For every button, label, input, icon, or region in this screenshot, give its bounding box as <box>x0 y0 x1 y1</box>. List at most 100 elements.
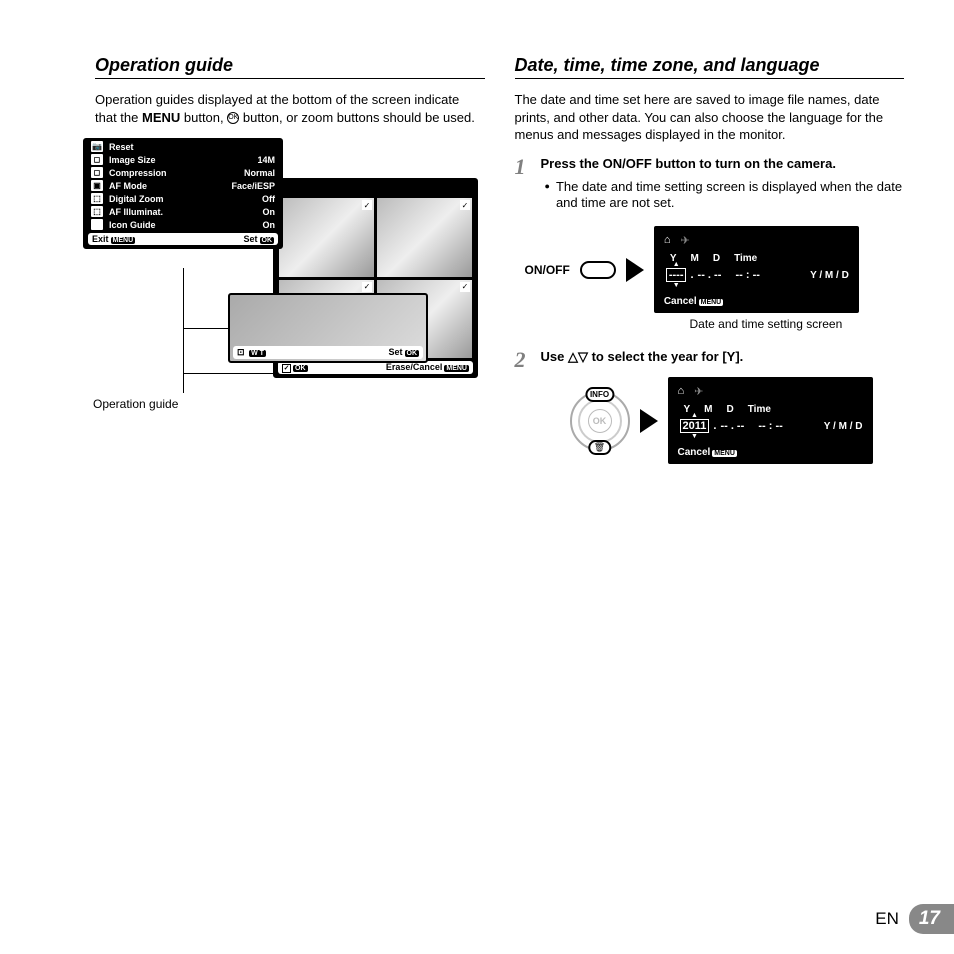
right-heading: Date, time, time zone, and language <box>515 55 905 79</box>
thumb-guide-strip: ✓OK Erase/CancelMENU <box>278 361 473 374</box>
wt-icon: ⊡ <box>237 347 245 357</box>
md-field: -- . -- <box>720 420 744 432</box>
menu-tag: MENU <box>699 299 724 306</box>
menu-row-icon: ▣ <box>91 180 103 191</box>
h: Y <box>684 404 691 415</box>
plane-icon: ✈ <box>694 385 703 398</box>
menu-row-label: Icon Guide <box>109 220 257 230</box>
left-heading: Operation guide <box>95 55 485 79</box>
right-intro: The date and time set here are saved to … <box>515 91 905 144</box>
set-label: Set <box>388 347 402 357</box>
hm-field: -- : -- <box>758 420 782 432</box>
t: The date and time setting screen is disp… <box>556 179 904 213</box>
h: M <box>704 404 712 415</box>
menu-row-value: On <box>263 207 276 217</box>
menu-row-icon: 📷 <box>91 141 103 152</box>
menu-row: ◻ Compression Normal <box>85 166 281 179</box>
page-footer: EN 17 <box>875 904 954 934</box>
menu-tag: MENU <box>111 237 136 244</box>
t: to select the year for [Y]. <box>588 349 743 364</box>
cancel-label: Cancel <box>664 296 697 307</box>
menu-row: ◻Image Size14M <box>85 153 281 166</box>
arrow-right-icon <box>626 258 644 282</box>
step1-illustration: ON/OFF ⌂✈ Y M D Time ▲----▼ . -- . -- --… <box>525 226 905 313</box>
year-field[interactable]: ▲----▼ <box>666 268 687 282</box>
arrows-glyph: △▽ <box>568 349 588 364</box>
menu-row-label: Reset <box>109 142 269 152</box>
menu-tag: MENU <box>712 450 737 457</box>
ok-tag: OK <box>260 237 275 244</box>
h: D <box>713 253 720 264</box>
menu-row-label: Image Size <box>109 155 251 165</box>
single-photo-panel: ⊡ W T SetOK <box>228 293 428 363</box>
menu-row-label: Compression <box>109 168 238 178</box>
ok-inline-icon: OK <box>227 112 239 124</box>
tree-line <box>183 268 184 393</box>
page-number: 17 <box>909 904 954 934</box>
erase-cancel-label: Erase/Cancel <box>386 362 443 372</box>
info-button: INFO <box>585 387 614 402</box>
menu-guide-bar: ExitMENU SetOK <box>88 233 278 245</box>
year-field[interactable]: ▲2011▼ <box>680 419 710 433</box>
menu-row-value: Normal <box>244 168 275 178</box>
hm-field: -- : -- <box>736 269 760 281</box>
menu-row-icon <box>91 219 103 230</box>
left-intro: Operation guides displayed at the bottom… <box>95 91 485 126</box>
home-icon: ⌂ <box>678 385 685 398</box>
menu-tag: MENU <box>444 365 469 372</box>
menu-row-label: AF Mode <box>109 181 225 191</box>
illustration-caption: Operation guide <box>93 397 178 411</box>
thumb <box>377 198 472 277</box>
step2-illustration: OK INFO 🗑 ⌂✈ Y M D Time ▲2011▼ . -- . -- <box>570 377 905 464</box>
settings-menu-panel: 📷Reset◻Image Size14M◻CompressionNormal▣A… <box>83 138 283 249</box>
menu-row-value: On <box>263 220 276 230</box>
step1-title: Press the ON/OFF button to turn on the c… <box>541 156 905 173</box>
t: button to turn on the camera. <box>652 156 836 171</box>
onoff-word: ON/OFF <box>603 156 652 171</box>
tree-line <box>183 328 228 329</box>
step1-caption: Date and time setting screen <box>690 317 905 331</box>
step-number: 2 <box>515 349 533 371</box>
menu-row: ⬚ AF Illuminat. On <box>85 205 281 218</box>
set-label: Set <box>243 234 257 244</box>
menu-row-icon: ◻ <box>91 154 103 165</box>
thumb <box>279 198 374 277</box>
step-1: 1 Press the ON/OFF button to turn on the… <box>515 156 905 221</box>
menu-row-value: Off <box>262 194 275 204</box>
md-field: -- . -- <box>698 269 722 281</box>
step-number: 1 <box>515 156 533 221</box>
intro-post: button, or zoom buttons should be used. <box>239 110 475 125</box>
datetime-screen-2: ⌂✈ Y M D Time ▲2011▼ . -- . -- -- : -- Y… <box>668 377 873 464</box>
camera-menu-illustration: ✓OK Erase/CancelMENU ⊡ W T SetOK 📷Reset◻… <box>83 138 463 428</box>
step-2: 2 Use △▽ to select the year for [Y]. <box>515 349 905 371</box>
photo-guide-strip: ⊡ W T SetOK <box>233 346 423 359</box>
ok-center: OK <box>588 409 612 433</box>
power-button-icon <box>580 261 616 279</box>
datetime-screen-1: ⌂✈ Y M D Time ▲----▼ . -- . -- -- : -- Y… <box>654 226 859 313</box>
menu-row-icon: ⬚ <box>91 193 103 204</box>
menu-row-label: Digital Zoom <box>109 194 256 204</box>
tree-line <box>183 373 273 374</box>
menu-row-icon: ◻ <box>91 167 103 178</box>
menu-row-label: AF Illuminat. <box>109 207 257 217</box>
t: Use <box>541 349 568 364</box>
ok-tag: OK <box>405 350 420 357</box>
dpad-icon: OK INFO 🗑 <box>570 391 630 451</box>
menu-row-value: Face/iESP <box>231 181 275 191</box>
format-field: Y / M / D <box>824 421 863 432</box>
menu-row: Icon Guide On <box>85 218 281 231</box>
arrow-right-icon <box>640 409 658 433</box>
v: 2011 <box>683 420 707 432</box>
wt-tag: W T <box>249 350 266 357</box>
menu-row-icon: ⬚ <box>91 206 103 217</box>
h: D <box>727 404 734 415</box>
h: M <box>691 253 699 264</box>
exit-label: Exit <box>92 234 109 244</box>
language-code: EN <box>875 909 899 929</box>
plane-icon: ✈ <box>680 234 689 247</box>
t: Press the <box>541 156 603 171</box>
format-field: Y / M / D <box>810 270 849 281</box>
menu-row: 📷 Reset <box>85 140 281 153</box>
step1-bullet: The date and time setting screen is disp… <box>545 179 905 213</box>
cancel-label: Cancel <box>678 447 711 458</box>
